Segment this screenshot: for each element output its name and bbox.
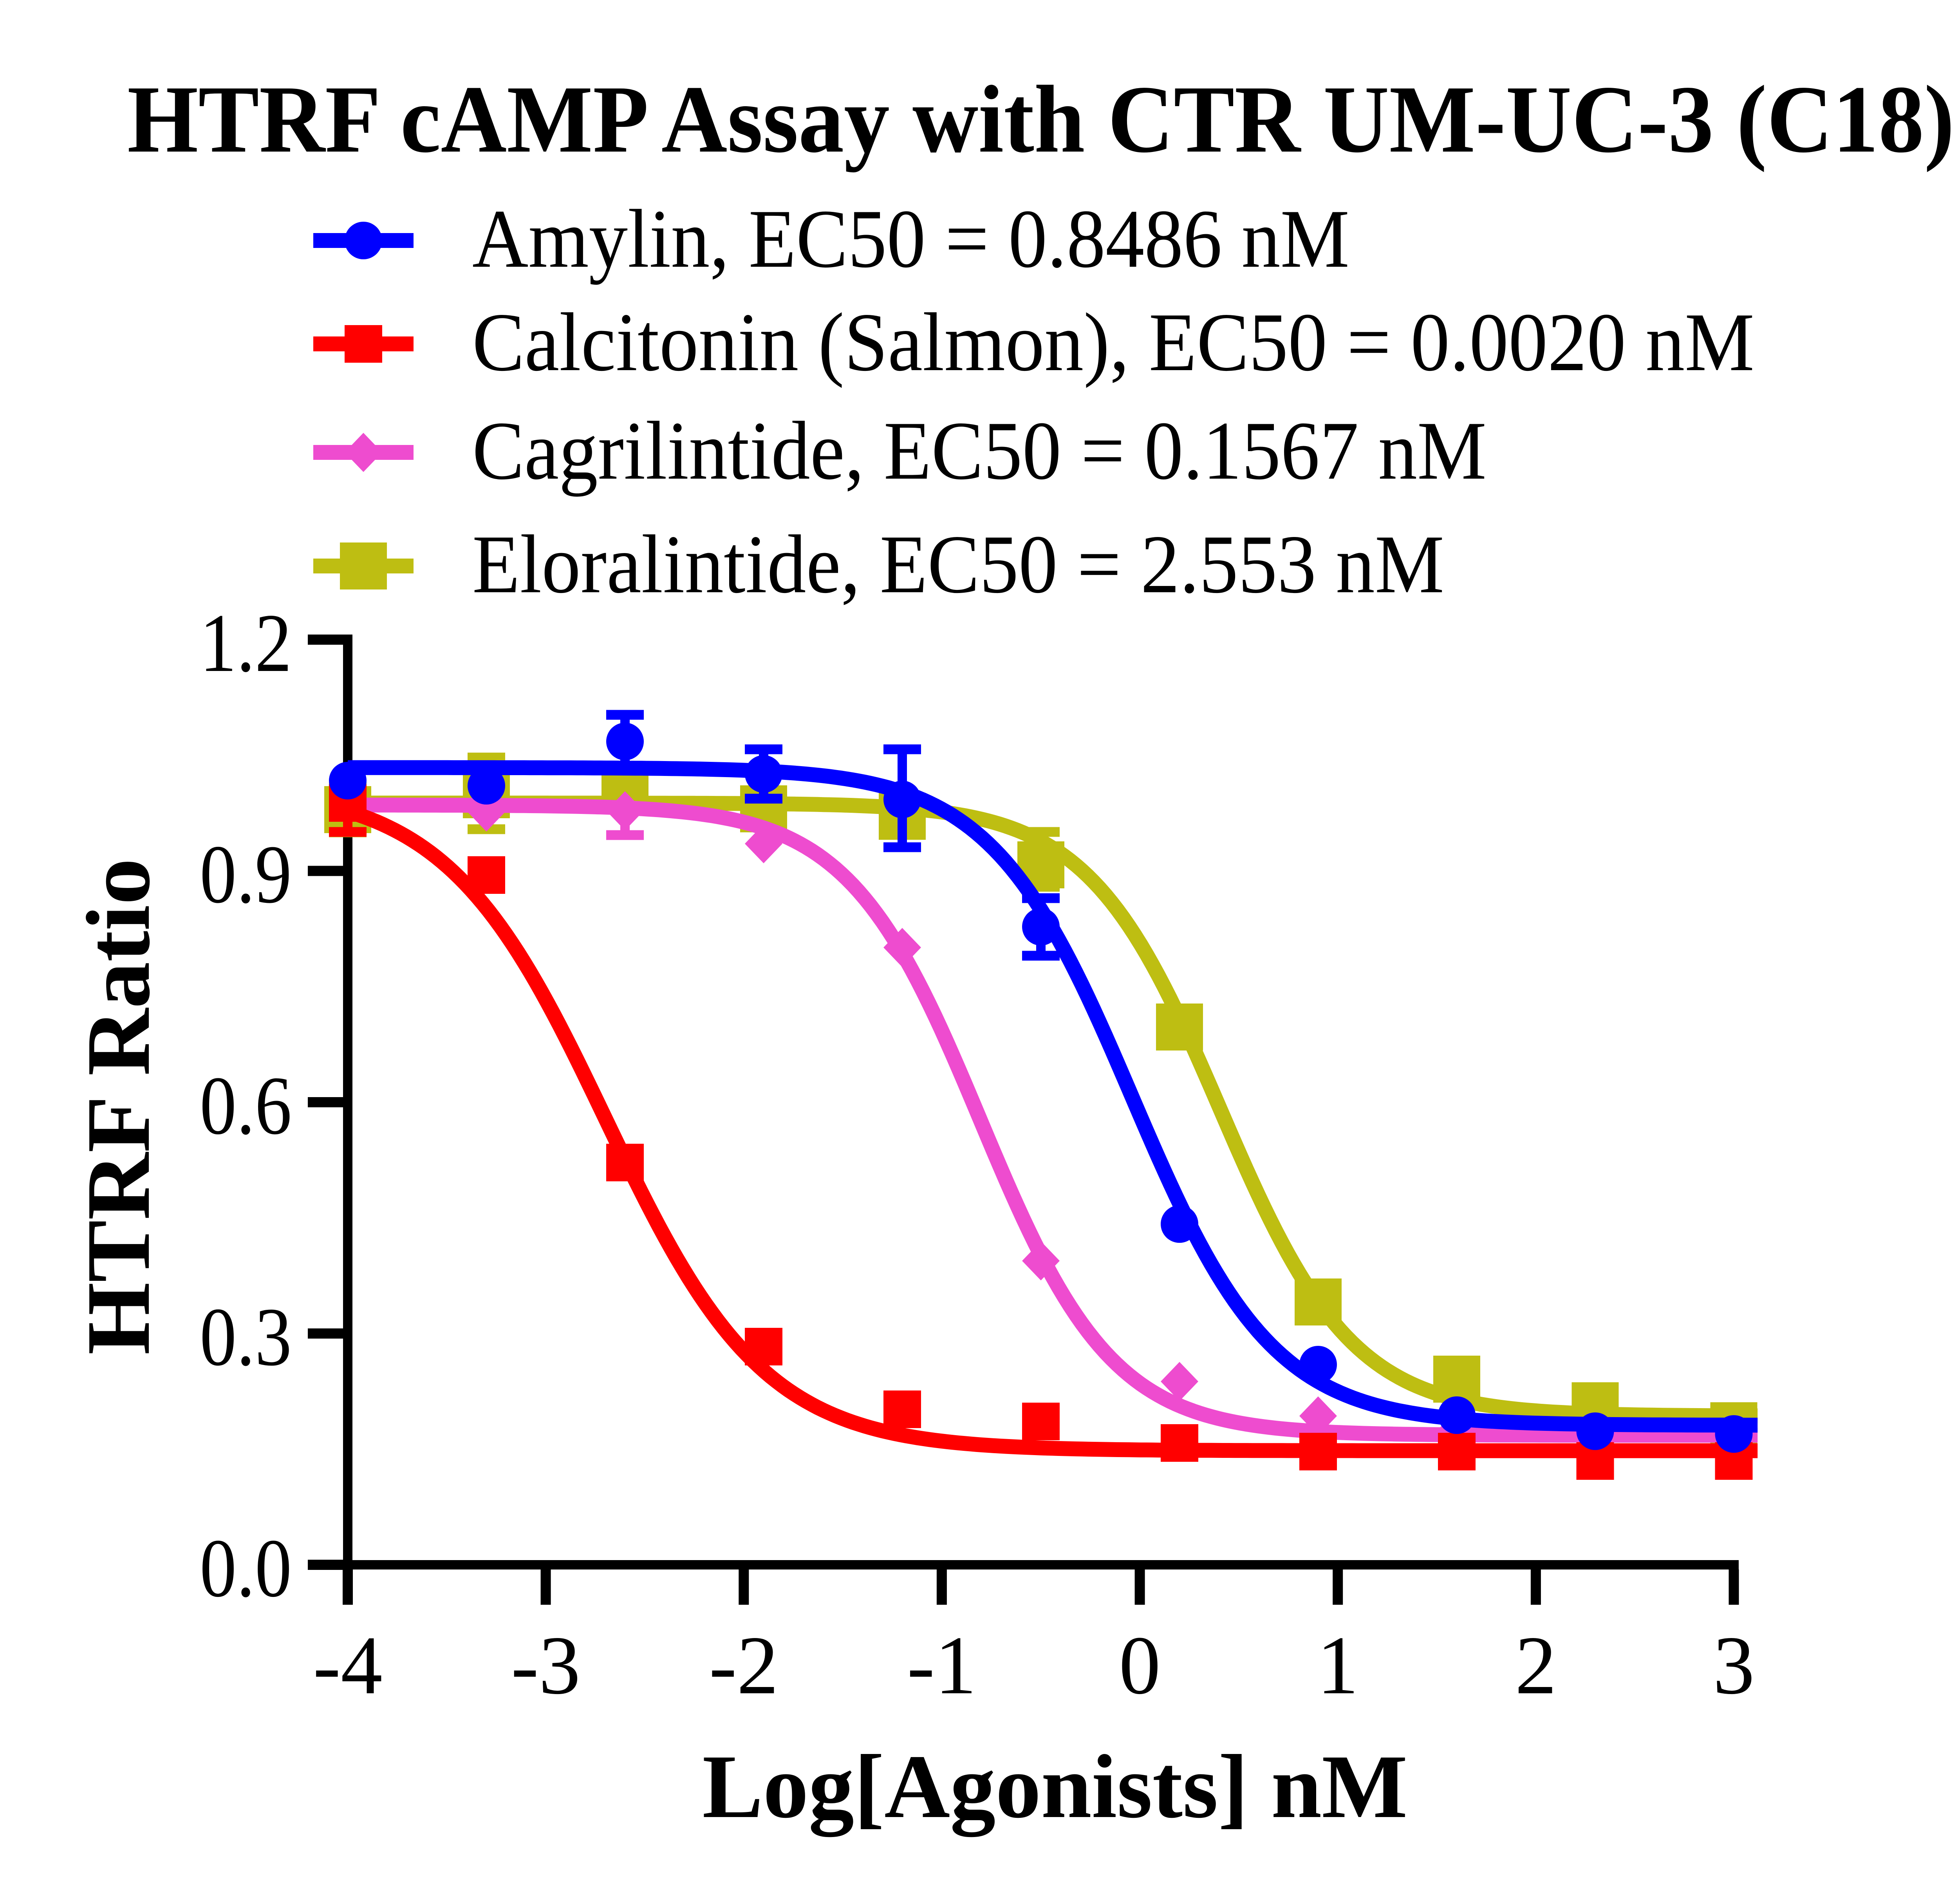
svg-text:2: 2: [1515, 1619, 1557, 1712]
svg-text:HTRF Ratio: HTRF Ratio: [68, 858, 169, 1355]
svg-text:1.2: 1.2: [200, 597, 292, 689]
svg-text:0.9: 0.9: [200, 828, 292, 921]
svg-text:-3: -3: [511, 1619, 580, 1712]
svg-text:-4: -4: [313, 1619, 382, 1712]
svg-text:-1: -1: [907, 1619, 976, 1712]
svg-text:Cagrilintide, EC50 = 0.1567 nM: Cagrilintide, EC50 = 0.1567 nM: [472, 405, 1487, 497]
svg-text:Amylin, EC50 = 0.8486 nM: Amylin, EC50 = 0.8486 nM: [472, 193, 1349, 285]
svg-text:0.0: 0.0: [200, 1522, 292, 1615]
svg-text:0.3: 0.3: [200, 1291, 292, 1383]
svg-text:3: 3: [1713, 1619, 1755, 1712]
svg-text:1: 1: [1317, 1619, 1359, 1712]
svg-text:Log[Agonists] nM: Log[Agonists] nM: [703, 1736, 1408, 1837]
svg-text:0: 0: [1119, 1619, 1161, 1712]
svg-text:-2: -2: [709, 1619, 779, 1712]
svg-text:0.6: 0.6: [200, 1060, 292, 1152]
svg-text:Eloralintide, EC50 = 2.553 nM: Eloralintide, EC50 = 2.553 nM: [472, 518, 1444, 611]
svg-text:Calcitonin (Salmon), EC50 = 0.: Calcitonin (Salmon), EC50 = 0.0020 nM: [472, 296, 1754, 389]
svg-text:HTRF cAMP Assay with CTR UM-UC: HTRF cAMP Assay with CTR UM-UC-3 (C18): [127, 66, 1954, 173]
